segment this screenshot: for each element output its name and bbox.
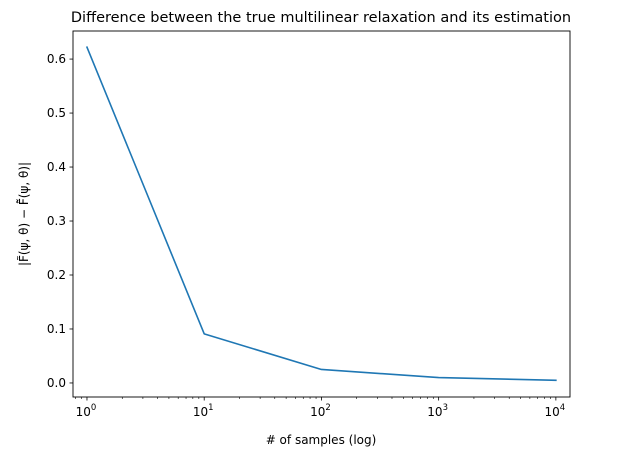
x-tick-label: 103 xyxy=(427,403,448,419)
y-tick-label: 0.4 xyxy=(47,160,66,174)
y-tick-label: 0.5 xyxy=(47,106,66,120)
series-layer xyxy=(85,46,557,382)
data-point xyxy=(555,379,557,381)
y-tick-label: 0.0 xyxy=(47,376,66,390)
x-axis-ticks: 100 101 102 103 104 xyxy=(75,397,566,419)
data-point xyxy=(203,333,205,335)
data-point xyxy=(86,46,88,48)
y-axis-label: |F̃(ψ, θ) − F̂̃(ψ, θ)| xyxy=(16,162,31,266)
x-tick-label: 101 xyxy=(193,403,214,419)
x-tick-label: 104 xyxy=(545,403,566,419)
y-tick-label: 0.6 xyxy=(47,52,66,66)
chart-title: Difference between the true multilinear … xyxy=(71,10,571,26)
x-tick-label: 102 xyxy=(310,403,331,419)
y-axis-ticks: 0.0 0.1 0.2 0.3 0.4 0.5 0.6 xyxy=(47,52,73,390)
y-tick-label: 0.2 xyxy=(47,268,66,282)
series-line xyxy=(85,46,557,382)
y-tick-label: 0.3 xyxy=(47,214,66,228)
y-tick-label: 0.1 xyxy=(47,322,66,336)
x-axis-label: # of samples (log) xyxy=(266,433,377,447)
x-tick-label: 100 xyxy=(76,403,97,419)
data-point xyxy=(438,377,440,379)
data-point xyxy=(321,369,323,371)
